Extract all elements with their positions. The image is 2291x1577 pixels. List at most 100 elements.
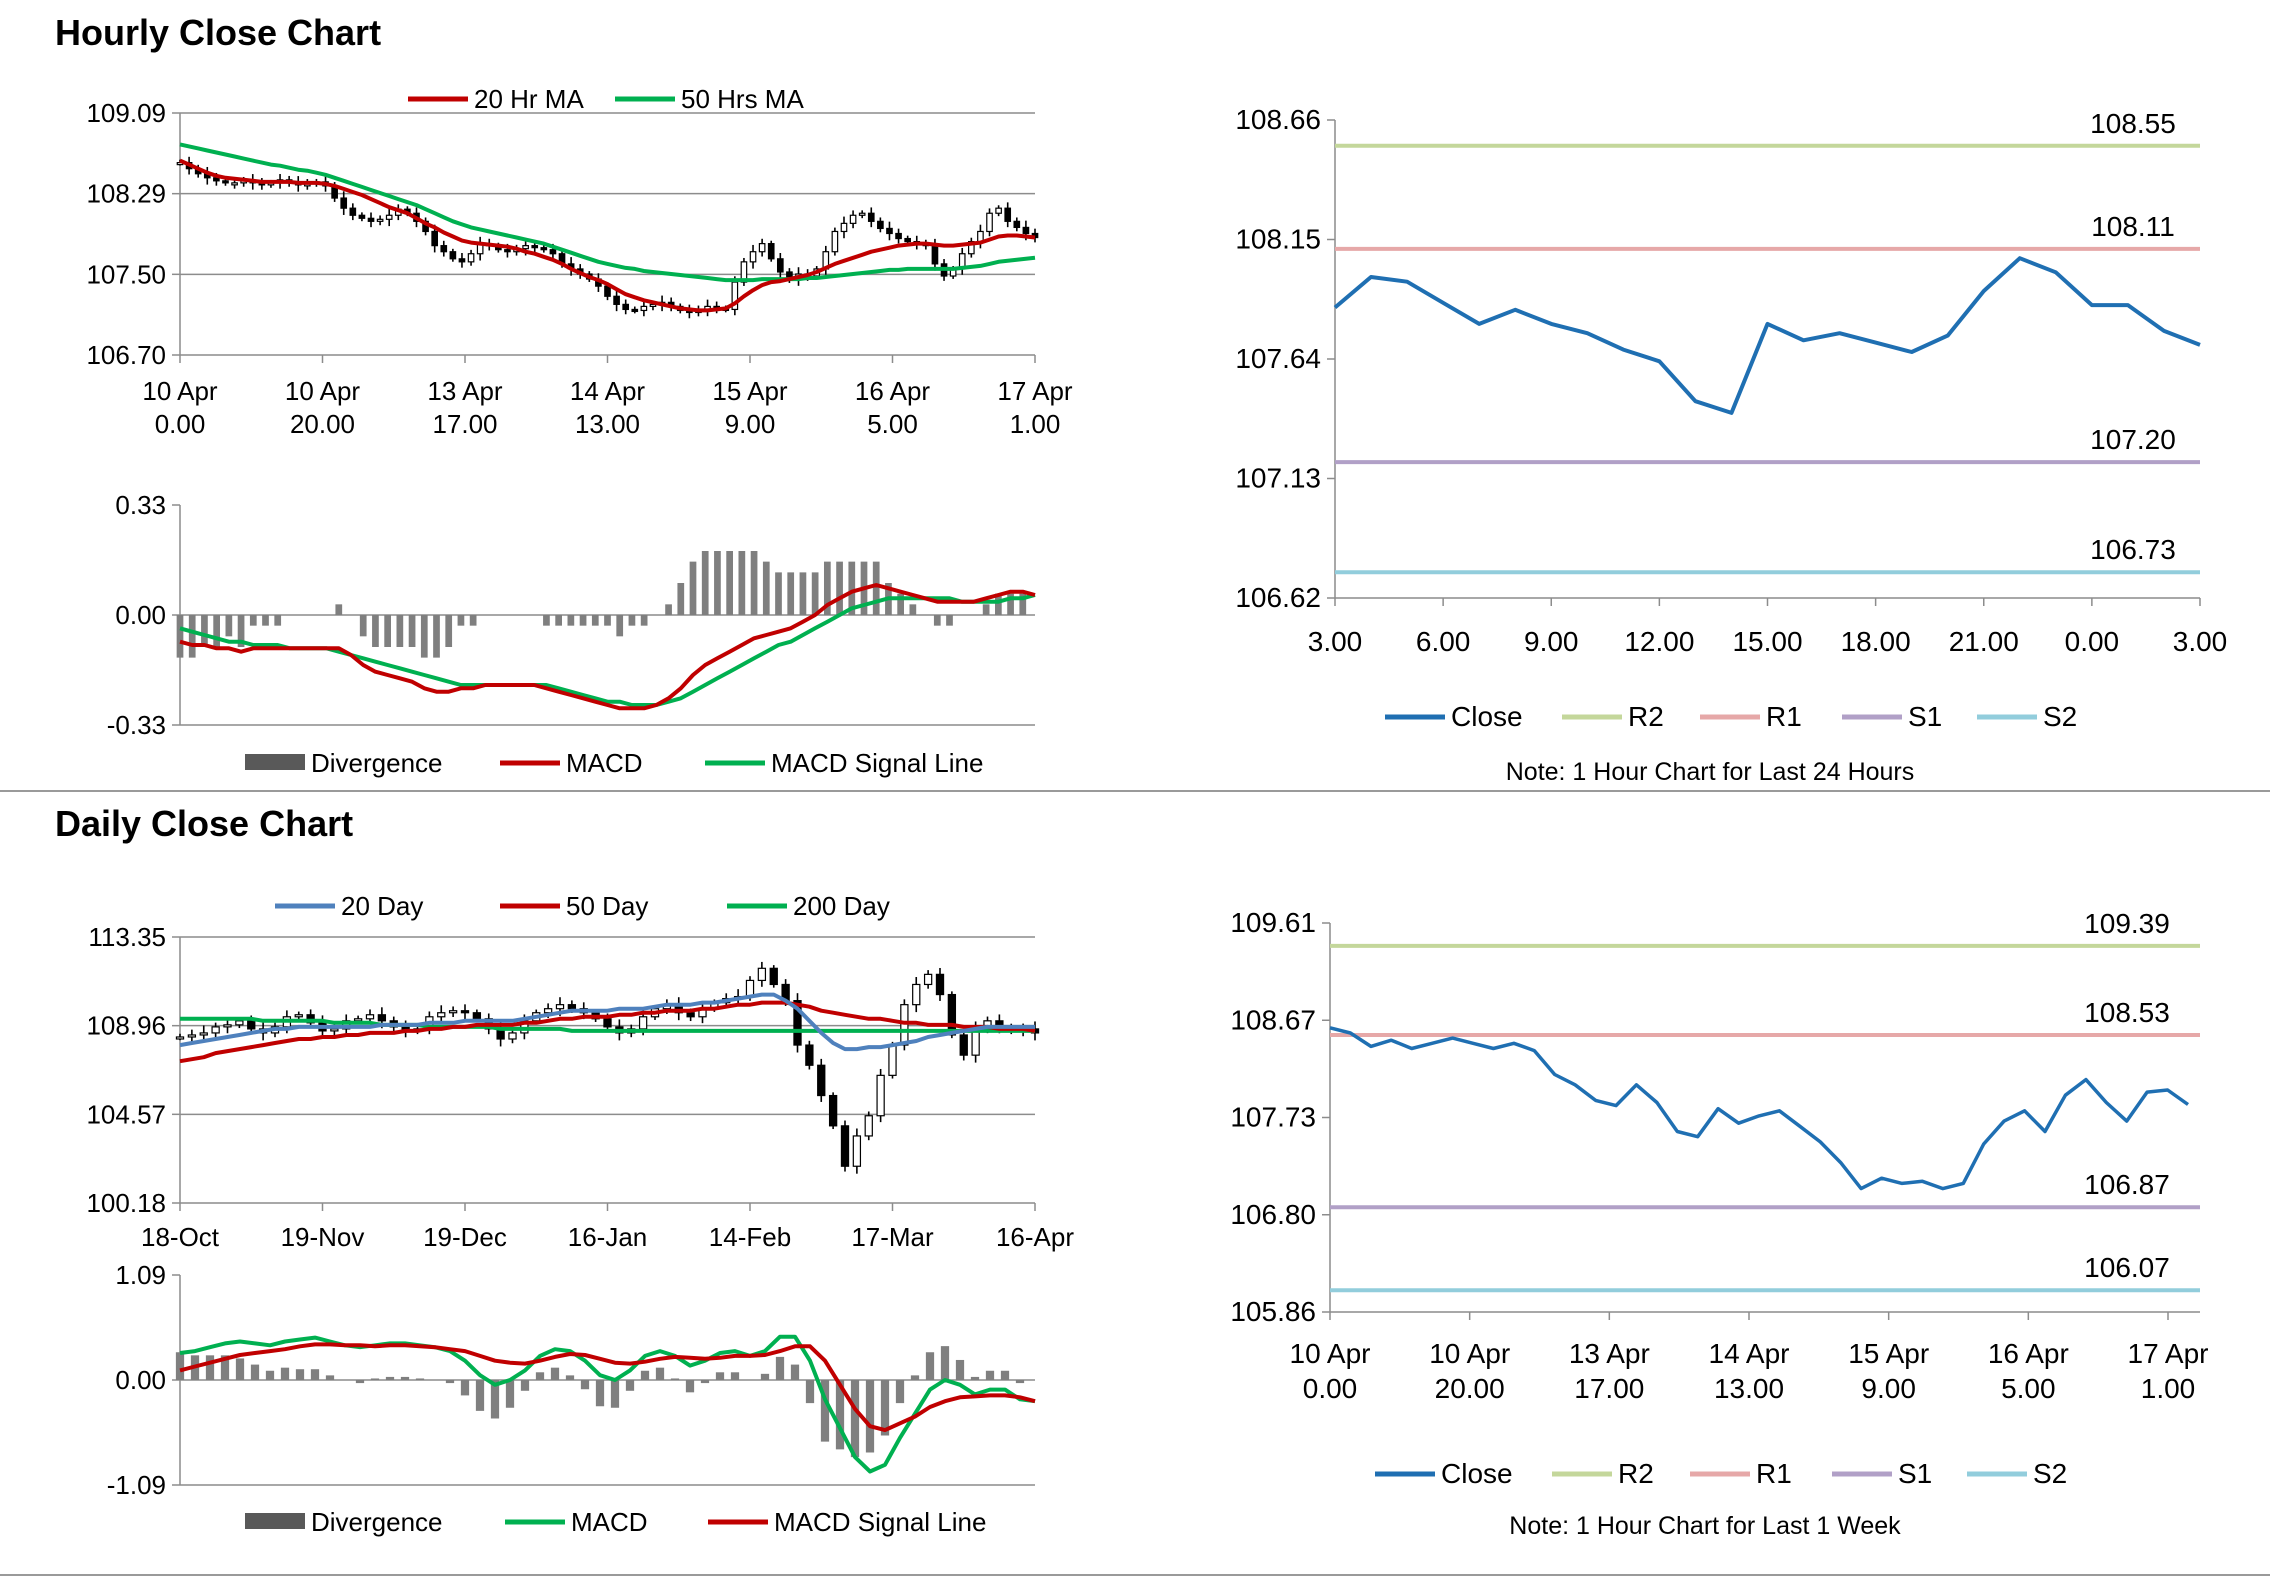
hourly-price-candle-body [749,251,757,263]
hourly-price-x-tick-label: 13 Apr [427,376,503,406]
hourly-price-candle-body [886,227,893,235]
weekly-pivots-x-tick-label: 0.00 [1303,1373,1358,1404]
hourly-pivots-x-tick-label: 12.00 [1624,626,1694,657]
hourly-price-candle-body [840,222,848,233]
hourly-macd-legend-label: MACD Signal Line [771,748,983,778]
hourly-price-legend-label: 50 Hrs MA [681,84,804,114]
hourly-price-candle-body [522,245,529,250]
weekly-pivots-x-tick-label: 17.00 [1574,1373,1644,1404]
hourly-r2-level-label: 108.55 [2090,108,2176,139]
daily-price-candle-body [686,1012,695,1018]
daily-price-candle-body [828,1094,838,1127]
hourly-macd-y-tick-label: 0.33 [115,490,166,520]
hourly-pivots-y-tick-label: 108.66 [1235,104,1321,135]
hourly-price-candle-body [1013,220,1021,229]
daily-price-candle-body [472,1012,482,1020]
daily-price-candle-body [235,1020,244,1026]
hourly-price-candle-body [540,247,548,251]
daily-price-candle-body [935,973,945,996]
hourly-price-candle-body [222,180,229,184]
daily-price-candle-body [175,1036,185,1040]
weekly-pivots-legend-label: Close [1441,1458,1513,1489]
daily-macd-signal-line [179,1342,1036,1433]
hourly-price-candle-body [904,237,911,243]
hourly-macd-y-tick-label: -0.33 [107,710,166,740]
hourly-price-candle-body [1022,226,1030,235]
daily-price-x-tick-label: 14-Feb [709,1222,791,1252]
daily-price-candle-body [247,1020,256,1030]
daily-price-candle-body [330,1028,339,1032]
hourly-price-x-tick-label: 17.00 [432,409,497,439]
daily-price-candle-body [211,1026,220,1034]
section-divider-1 [0,790,2270,792]
weekly-pivots-x-tick-label: 16 Apr [1988,1338,2069,1369]
hourly-price-candle-body [831,230,839,253]
weekly-s1-level-label: 106.87 [2084,1169,2170,1200]
hourly-macd-y-tick-label: 0.00 [115,600,166,630]
hourly-pivots-legend-label: S1 [1908,701,1942,732]
daily-price-candle-body [508,1032,517,1040]
daily-price-candle-body [294,1014,303,1018]
hourly-price-x-tick-label: 0.00 [155,409,206,439]
hourly-price-x-tick-label: 17 Apr [997,376,1073,406]
weekly-pivots-x-tick-label: 20.00 [1435,1373,1505,1404]
hourly-price-candle-body [349,207,357,216]
daily-price-candle-body [353,1018,363,1022]
daily-price-y-tick-label: 104.57 [86,1099,166,1129]
daily-price-legend-label: 50 Day [566,891,648,921]
daily-macd-legend-label: MACD [571,1507,648,1537]
hourly-pivots-x-tick-label: 21.00 [1949,626,2019,657]
daily-price-candle-body [769,967,778,986]
weekly-pivots-y-tick-label: 106.80 [1230,1199,1316,1230]
weekly-r2-level-label: 109.39 [2084,908,2170,939]
daily-price-candle-body [567,1004,577,1010]
hourly-price-candle-body [549,249,557,255]
hourly-price-candle-body [1004,207,1012,222]
weekly-pivots-legend-label: S1 [1898,1458,1932,1489]
daily-price-candle-body [852,1135,862,1167]
hourly-pivots-x-tick-label: 18.00 [1841,626,1911,657]
daily-price-candle-body [817,1064,826,1097]
daily-macd-legend-label: Divergence [311,1507,443,1537]
daily-price-candle-body [888,1044,897,1076]
daily-50day-ma-line [179,1000,1036,1064]
hourly-pivots-x-tick-label: 3.00 [2173,626,2228,657]
daily-price-candle-body [437,1012,446,1018]
hourly-price-candle-body [986,212,993,233]
weekly-pivots-x-tick-label: 9.00 [1861,1373,1916,1404]
weekly-pivots-legend-label: R2 [1618,1458,1654,1489]
hourly-macd-legend-label: MACD [566,748,643,778]
hourly-pivots-legend-label: R2 [1628,701,1664,732]
hourly-price-candle-body [504,249,511,253]
daily-price-candle-body [876,1074,885,1117]
hourly-price-x-tick-label: 10 Apr [142,376,218,406]
hourly-price-candle-body [467,253,475,263]
daily-price-y-tick-label: 108.96 [86,1011,166,1041]
hourly-s1-level-label: 107.20 [2090,424,2176,455]
weekly-pivots-legend-label: S2 [2033,1458,2067,1489]
hourly-price-candle-body [385,214,393,220]
hourly-pivots-y-tick-label: 108.15 [1235,224,1321,255]
weekly-pivots-x-tick-label: 10 Apr [1429,1338,1510,1369]
hourly-price-candle-body [440,245,448,253]
daily-price-candle-body [805,1044,814,1066]
hourly-pivots-x-tick-label: 3.00 [1308,626,1363,657]
weekly-r1-level-label: 108.53 [2084,997,2170,1028]
weekly-pivots-note: Note: 1 Hour Chart for Last 1 Week [1509,1512,1901,1540]
daily-macd-legend-label: MACD Signal Line [774,1507,986,1537]
daily-price-x-tick-label: 16-Apr [996,1222,1074,1252]
hourly-price-candle-body [604,285,611,297]
hourly-price-candle-body [849,214,857,224]
daily-price-candle-body [199,1032,208,1036]
daily-price-candle-body [448,1010,458,1014]
weekly-pivots-x-tick-label: 13 Apr [1569,1338,1650,1369]
daily-macd-legend-swatch [245,1513,305,1529]
daily-price-candle-body [365,1014,375,1020]
hourly-macd-line [179,583,1036,711]
daily-price-candle-body [864,1115,873,1137]
daily-price-candle-body [757,967,767,982]
hourly-price-candle-body [931,245,939,265]
hourly-pivots-note: Note: 1 Hour Chart for Last 24 Hours [1506,758,1915,786]
hourly-pivots-x-tick-label: 0.00 [2065,626,2120,657]
hourly-price-y-tick-label: 107.50 [86,259,166,289]
